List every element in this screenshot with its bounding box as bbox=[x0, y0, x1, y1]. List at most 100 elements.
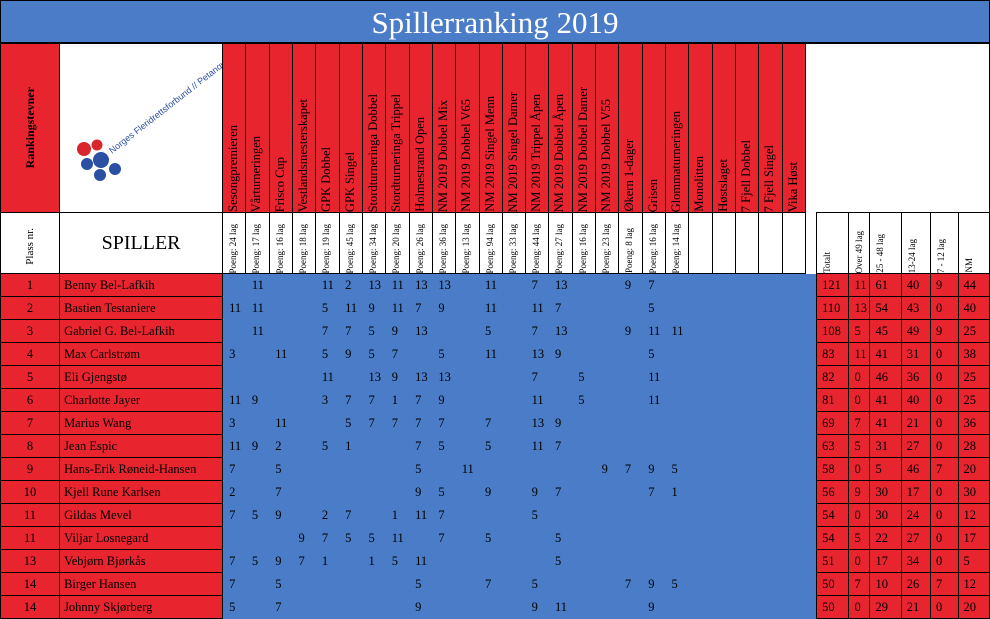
player-name: Charlotte Jayer bbox=[59, 388, 224, 412]
event-col-16: NM 2019 Dobbel V55 bbox=[595, 43, 620, 213]
event-score: 9 bbox=[642, 457, 666, 481]
event-score: 5 bbox=[432, 480, 456, 504]
summary-value: 22 bbox=[869, 526, 902, 550]
player-rank: 6 bbox=[0, 388, 61, 412]
event-points-label: Poeng: 94 lag bbox=[484, 223, 495, 273]
player-name: Birger Hansen bbox=[59, 572, 224, 596]
summary-value: 25 bbox=[957, 388, 990, 412]
event-score bbox=[455, 526, 479, 550]
sheet-title: Spillerranking 2019 bbox=[0, 0, 990, 43]
event-score: 7 bbox=[525, 273, 549, 297]
event-points-label: Poeng: 8 lag bbox=[624, 228, 635, 273]
event-score bbox=[502, 388, 526, 412]
event-score bbox=[758, 319, 783, 343]
event-score bbox=[269, 388, 293, 412]
event-score: 7 bbox=[315, 319, 340, 343]
summary-value: 12 bbox=[957, 503, 990, 527]
event-score: 11 bbox=[269, 342, 293, 366]
event-score bbox=[735, 411, 759, 435]
event-score: 11 bbox=[269, 411, 293, 435]
event-score: 11 bbox=[245, 273, 270, 297]
event-name: Høstslaget bbox=[715, 159, 730, 212]
event-score bbox=[315, 457, 340, 481]
event-score: 11 bbox=[245, 319, 270, 343]
event-score bbox=[385, 480, 410, 504]
event-score bbox=[292, 411, 316, 435]
event-score: 5 bbox=[269, 457, 293, 481]
gap-cell bbox=[805, 319, 817, 343]
event-points-label: Poeng: 27 lag bbox=[554, 223, 565, 273]
summary-value: 0 bbox=[930, 526, 959, 550]
event-score: 9 bbox=[525, 595, 549, 619]
event-score bbox=[245, 595, 270, 619]
rankingstevner-label: Rankingstevner bbox=[0, 43, 61, 213]
event-score: 9 bbox=[548, 342, 573, 366]
event-score bbox=[782, 526, 806, 550]
event-points-label: Poeng: 44 lag bbox=[531, 223, 542, 273]
event-score bbox=[455, 595, 479, 619]
event-score bbox=[782, 480, 806, 504]
event-score bbox=[665, 273, 689, 297]
summary-value: 0 bbox=[930, 365, 959, 389]
event-score bbox=[502, 434, 526, 458]
event-score bbox=[432, 595, 456, 619]
event-score bbox=[455, 296, 479, 320]
event-score bbox=[432, 549, 456, 573]
event-score bbox=[572, 526, 596, 550]
event-score bbox=[735, 296, 759, 320]
event-score: 11 bbox=[339, 296, 363, 320]
event-name: Frisco Cup bbox=[272, 156, 287, 212]
event-score: 5 bbox=[665, 572, 689, 596]
event-score: 7 bbox=[432, 411, 456, 435]
event-score bbox=[292, 480, 316, 504]
federation-logo: Norges Fleridrettsforbund // Petanque bbox=[59, 43, 224, 213]
event-score bbox=[618, 526, 643, 550]
event-score bbox=[782, 503, 806, 527]
summary-header-text: 25 - 48 lag bbox=[875, 234, 886, 273]
event-score bbox=[502, 595, 526, 619]
event-col-9: NM 2019 Dobbel Mix bbox=[431, 43, 457, 213]
event-score bbox=[269, 526, 293, 550]
event-score bbox=[688, 296, 713, 320]
subheader-row: Plass nr. SPILLER Poeng: 24 lag Poeng: 17 l… bbox=[0, 212, 990, 274]
event-score bbox=[618, 480, 643, 504]
event-score: 5 bbox=[479, 526, 503, 550]
event-score: 7 bbox=[339, 388, 363, 412]
event-score bbox=[782, 296, 806, 320]
summary-value: 20 bbox=[957, 595, 990, 619]
event-points-label: Poeng: 17 lag bbox=[251, 223, 262, 273]
player-name: Hans-Erik Røneid-Hansen bbox=[59, 457, 224, 481]
event-score: 5 bbox=[525, 572, 549, 596]
event-name: 7 Fjell Dobbel bbox=[738, 139, 753, 212]
event-score bbox=[385, 572, 410, 596]
event-score: 7 bbox=[222, 549, 246, 573]
event-score bbox=[455, 434, 479, 458]
event-score: 7 bbox=[385, 342, 410, 366]
event-score bbox=[292, 595, 316, 619]
player-name: Max Carlstrøm bbox=[59, 342, 224, 366]
event-points-6: Poeng: 34 lag bbox=[361, 212, 387, 274]
event-score: 9 bbox=[385, 319, 410, 343]
summary-header-5: NM bbox=[957, 212, 990, 274]
event-score: 7 bbox=[292, 549, 316, 573]
event-score bbox=[758, 572, 783, 596]
event-score: 7 bbox=[362, 411, 386, 435]
event-score: 7 bbox=[548, 296, 573, 320]
summary-value: 9 bbox=[930, 273, 959, 297]
event-score bbox=[479, 457, 503, 481]
event-score: 7 bbox=[479, 411, 503, 435]
event-score bbox=[245, 480, 270, 504]
event-score: 7 bbox=[479, 572, 503, 596]
event-score bbox=[688, 526, 713, 550]
event-score bbox=[642, 549, 666, 573]
event-score: 5 bbox=[315, 342, 340, 366]
summary-value: 11 bbox=[848, 273, 871, 297]
event-score bbox=[315, 572, 340, 596]
event-score: 3 bbox=[222, 342, 246, 366]
event-score: 2 bbox=[222, 480, 246, 504]
event-score bbox=[502, 296, 526, 320]
event-points-20 bbox=[688, 212, 713, 274]
event-score: 9 bbox=[409, 480, 433, 504]
event-score: 9 bbox=[292, 526, 316, 550]
player-name: Benny Bel-Lafkih bbox=[59, 273, 224, 297]
